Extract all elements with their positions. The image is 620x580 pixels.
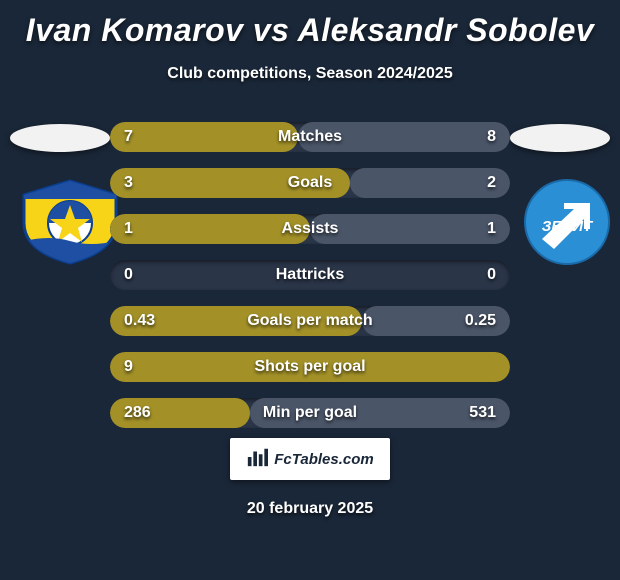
player1-bar-fill xyxy=(110,214,310,244)
stat-row: Goals per match0.430.25 xyxy=(110,306,510,336)
brand-bars-icon xyxy=(246,446,268,473)
stat-row: Shots per goal9 xyxy=(110,352,510,382)
player1-bar-fill xyxy=(110,122,298,152)
player1-bar-fill xyxy=(110,168,350,198)
stat-row: Hattricks0 0 xyxy=(110,260,510,290)
player2-photo-placeholder xyxy=(510,124,610,152)
player2-value: 0 xyxy=(487,260,496,290)
brand-text: FcTables.com xyxy=(274,451,373,468)
player2-bar-fill xyxy=(250,398,510,428)
svg-text:ЗЕНИТ: ЗЕНИТ xyxy=(542,218,594,235)
player2-club-crest: ЗЕНИТ xyxy=(524,179,610,265)
stat-row: Matches78 xyxy=(110,122,510,152)
player2-bar-fill xyxy=(310,214,510,244)
stat-row: Min per goal286531 xyxy=(110,398,510,428)
player1-bar-fill xyxy=(110,352,510,382)
player2-bar-fill xyxy=(298,122,510,152)
player2-bar-fill xyxy=(362,306,510,336)
date: 20 february 2025 xyxy=(0,500,620,518)
title: Ivan Komarov vs Aleksandr Sobolev xyxy=(0,0,620,49)
player2-bar-fill xyxy=(350,168,510,198)
player1-club-crest xyxy=(20,179,120,265)
player1-bar-fill xyxy=(110,398,250,428)
stat-bars: Matches78 Goals32 Assists11 Hattricks0 0 Goal… xyxy=(110,122,510,444)
player1-bar-fill xyxy=(110,306,362,336)
stat-row: Goals32 xyxy=(110,168,510,198)
brand-badge: FcTables.com xyxy=(230,438,390,480)
stat-row: Assists11 xyxy=(110,214,510,244)
player1-photo-placeholder xyxy=(10,124,110,152)
subtitle: Club competitions, Season 2024/2025 xyxy=(0,65,620,83)
stat-label: Hattricks xyxy=(110,260,510,290)
player1-value: 0 xyxy=(124,260,133,290)
